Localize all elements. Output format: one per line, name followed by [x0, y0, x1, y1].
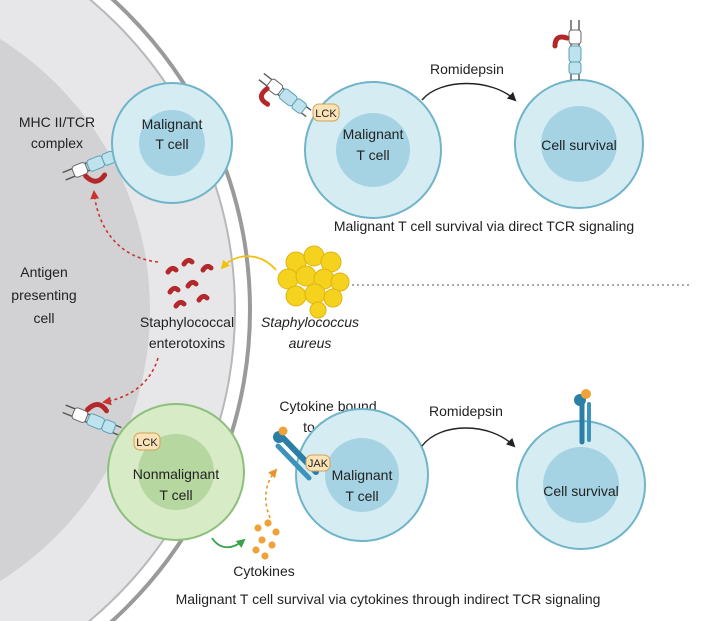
- nonmalignant-to-cytokines-arrow: [211, 537, 246, 549]
- bacteria-to-toxin-arrow: [220, 255, 277, 271]
- jak-badge: [305, 454, 331, 472]
- malignant-3-label-1: Malignant: [332, 467, 393, 483]
- tcr-complex-top-right: [552, 19, 582, 81]
- malignant-2-label-1: Malignant: [343, 126, 404, 142]
- jak-label: JAK: [308, 458, 329, 470]
- nonmalignant-label-1: Nonmalignant: [133, 466, 219, 482]
- enterotoxin-label-2: enterotoxins: [149, 335, 225, 351]
- enterotoxins-cluster: [165, 257, 214, 309]
- cell-survival-top: [514, 79, 644, 209]
- malignant-1-label-2: T cell: [155, 136, 188, 152]
- malignant-t-cell-3: [295, 408, 429, 542]
- mhc-tcr-label-1: MHC II/TCR: [19, 114, 95, 130]
- apc-label-2: presenting: [11, 287, 76, 303]
- romidepsin-top-label: Romidepsin: [430, 61, 504, 77]
- apc-label-3: cell: [33, 310, 54, 326]
- mhc-tcr-complex-top: [61, 147, 123, 184]
- cytokine-cluster: [252, 519, 280, 560]
- malignant-1-label-1: Malignant: [142, 116, 203, 132]
- apc-label-1: Antigen: [20, 264, 67, 280]
- toxin-to-mhc-arrow: [90, 190, 159, 263]
- mhc-tcr-complex-bottom: [61, 402, 123, 438]
- caption-bottom: Malignant T cell survival via cytokines …: [176, 591, 601, 607]
- nonmalignant-label-2: T cell: [159, 487, 192, 503]
- malignant-t-cell-1: [111, 82, 233, 204]
- il2r-receptor-right: [574, 389, 591, 445]
- mhc-tcr-label-2: complex: [31, 135, 83, 151]
- cell-survival-top-label: Cell survival: [541, 137, 616, 153]
- staph-aureus-label-2: aureus: [289, 335, 332, 351]
- staph-aureus-label-1: Staphylococcus: [261, 314, 359, 330]
- lck-top-label: LCK: [315, 108, 337, 120]
- toxin-to-bottom-mhc-arrow: [102, 357, 159, 406]
- cytokine-to-receptor-arrow: [264, 468, 278, 519]
- lck-bottom-label: LCK: [136, 437, 158, 449]
- malignant-3-label-2: T cell: [345, 488, 378, 504]
- romidepsin-bottom-arrow: [421, 427, 516, 448]
- tcr-complex-top-middle: [256, 71, 314, 119]
- romidepsin-bottom-label: Romidepsin: [429, 403, 503, 419]
- cell-survival-bottom-label: Cell survival: [543, 483, 618, 499]
- caption-top: Malignant T cell survival via direct TCR…: [334, 218, 634, 234]
- lck-badge-bottom: [133, 432, 161, 451]
- cytokines-label: Cytokines: [233, 563, 294, 579]
- romidepsin-top-arrow: [421, 82, 517, 102]
- malignant-2-label-2: T cell: [356, 147, 389, 163]
- enterotoxin-label-1: Staphylococcal: [140, 314, 234, 330]
- lck-badge-top: [312, 103, 340, 122]
- staphylococcus-cluster: [277, 245, 350, 319]
